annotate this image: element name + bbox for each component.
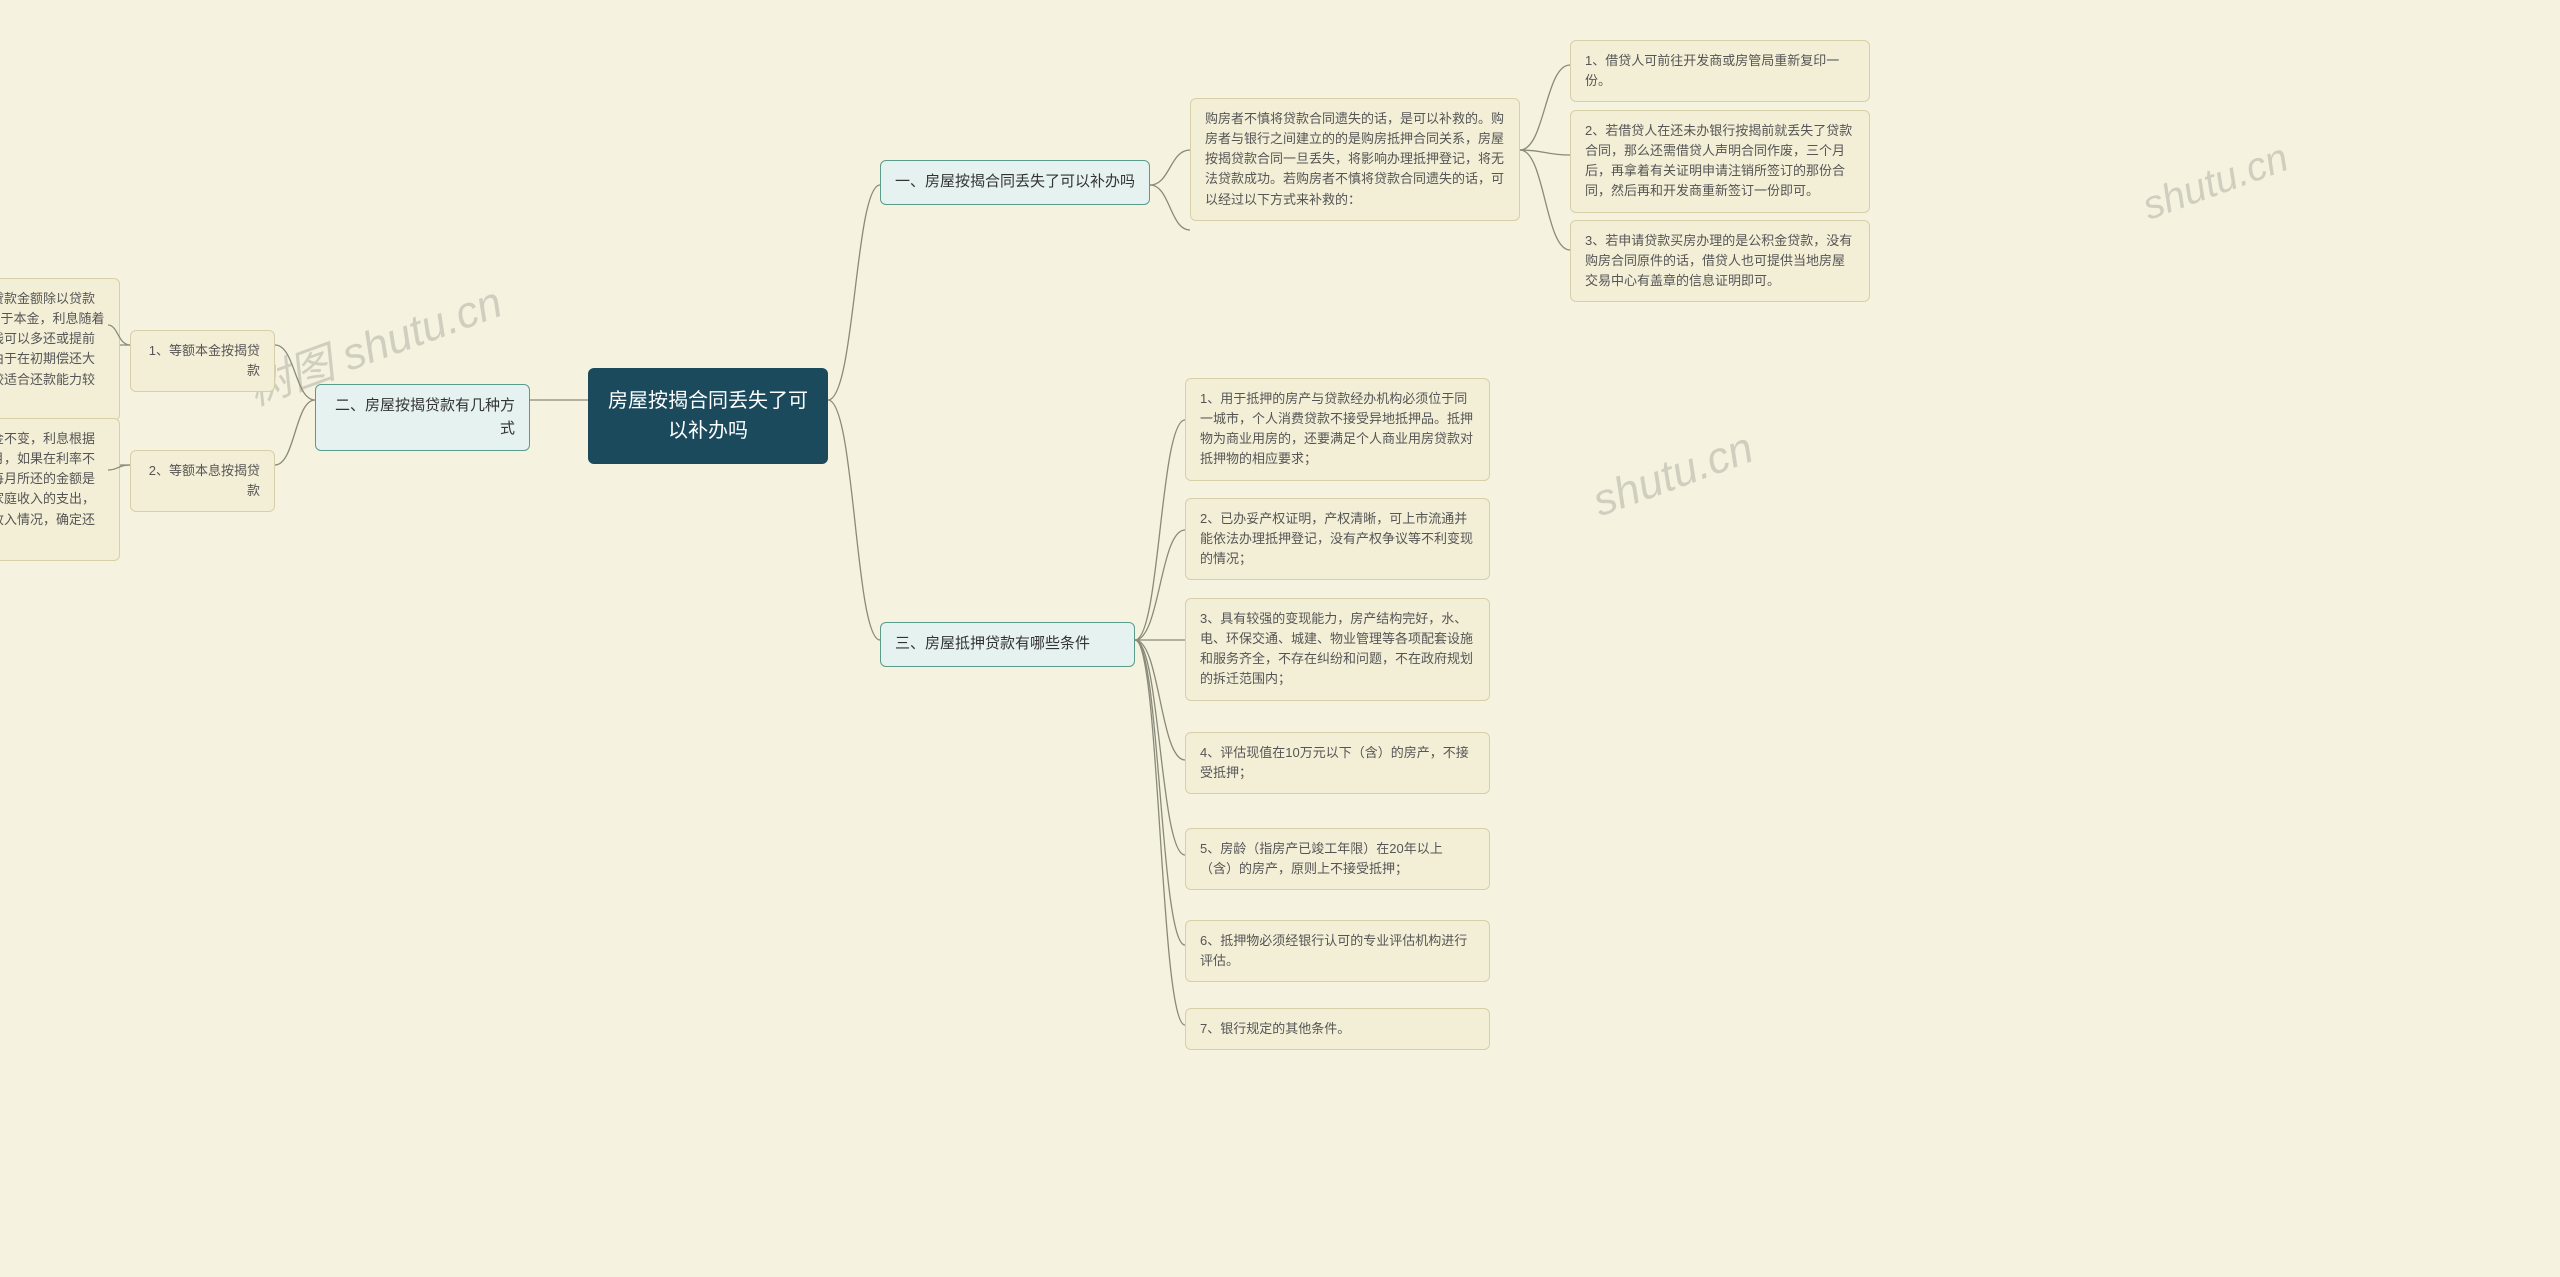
leaf-b1-1: 1、借贷人可前往开发商或房管局重新复印一份。 <box>1570 40 1870 102</box>
leaf-b1-intro: 购房者不慎将贷款合同遗失的话，是可以补救的。购房者与银行之间建立的的是购房抵押合… <box>1190 98 1520 221</box>
watermark-2: shutu.cn <box>1586 423 1759 527</box>
leaf-b3-7: 7、银行规定的其他条件。 <box>1185 1008 1490 1050</box>
leaf-b3-6: 6、抵押物必须经银行认可的专业评估机构进行评估。 <box>1185 920 1490 982</box>
watermark-3: shutu.cn <box>2137 135 2294 229</box>
leaf-b1-2: 2、若借贷人在还未办银行按揭前就丢失了贷款合同，那么还需借贷人声明合同作废，三个… <box>1570 110 1870 213</box>
leaf-b3-5: 5、房龄（指房产已竣工年限）在20年以上（含）的房产，原则上不接受抵押； <box>1185 828 1490 890</box>
b2-body-1-visible: 这种按揭贷款方式指的就是贷款金额除以贷款期限（10或15年*12个月）等于本金，… <box>0 278 120 421</box>
leaf-b3-3: 3、具有较强的变现能力，房产结构完好，水、电、环保交通、城建、物业管理等各项配套… <box>1185 598 1490 701</box>
leaf-b1-3: 3、若申请贷款买房办理的是公积金贷款，没有购房合同原件的话，借贷人也可提供当地房… <box>1570 220 1870 302</box>
leaf-b2-2-title: 2、等额本息按揭贷款 <box>130 450 275 512</box>
branch-1: 一、房屋按揭合同丢失了可以补办吗 <box>880 160 1150 205</box>
leaf-b3-1: 1、用于抵押的房产与贷款经办机构必须位于同一城市，个人消费贷款不接受异地抵押品。… <box>1185 378 1490 481</box>
branch-3: 三、房屋抵押贷款有哪些条件 <box>880 622 1135 667</box>
branch-2: 二、房屋按揭贷款有几种方式 <box>315 384 530 451</box>
leaf-b2-1-title: 1、等额本金按揭贷款 <box>130 330 275 392</box>
b2-body-2-visible: 而这种按揭贷款方式是指本金不变，利息根据贷款期限的长短平摊到每个月，如果在利率不… <box>0 418 120 561</box>
root-node: 房屋按揭合同丢失了可以补办吗 <box>588 368 828 464</box>
leaf-b3-2: 2、已办妥产权证明，产权清晰，可上市流通并能依法办理抵押登记，没有产权争议等不利… <box>1185 498 1490 580</box>
leaf-b3-4: 4、评估现值在10万元以下（含）的房产，不接受抵押； <box>1185 732 1490 794</box>
